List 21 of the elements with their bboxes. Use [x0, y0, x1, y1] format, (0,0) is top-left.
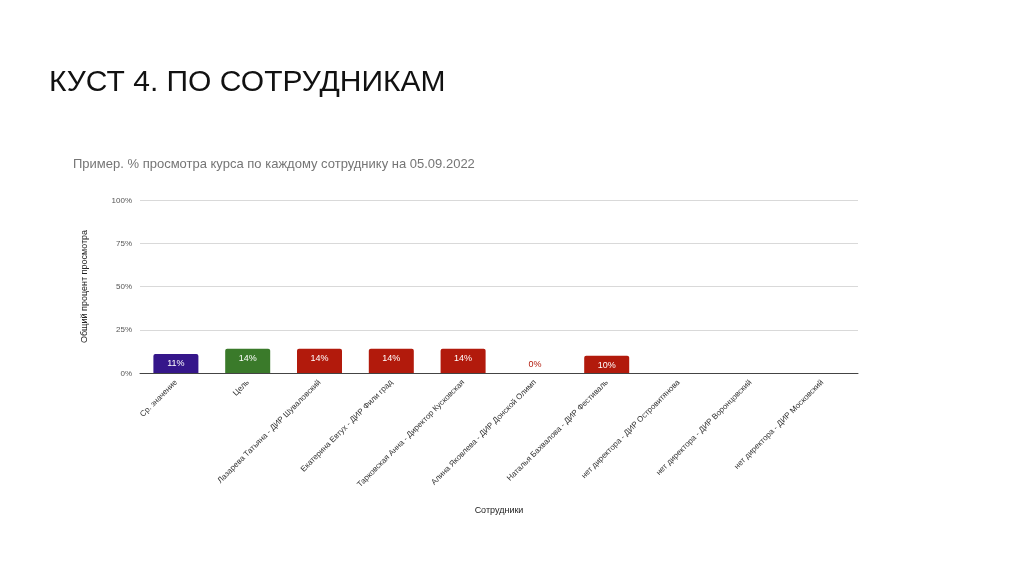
y-tick-label: 0% [120, 368, 132, 378]
y-axis-title: Общий процент просмотра [78, 229, 89, 344]
bar [225, 348, 271, 373]
data-label: 14% [310, 353, 329, 364]
chart-title: КУСТ 4. ПО СОТРУДНИКАМ [49, 63, 446, 97]
data-label: 14% [238, 353, 257, 364]
bar [297, 348, 342, 373]
bar [368, 348, 414, 373]
y-tick-label: 75% [115, 238, 132, 248]
data-label: 14% [454, 353, 473, 364]
bar [440, 348, 486, 373]
data-label: 0% [528, 358, 542, 369]
data-label: 14% [382, 353, 401, 364]
data-label: 10% [597, 360, 616, 371]
y-tick-label: 25% [115, 325, 132, 335]
y-tick-label: 50% [115, 282, 132, 291]
y-tick-label: 100% [111, 195, 132, 205]
x-axis-title: Сотрудники [474, 504, 524, 515]
bar [153, 353, 199, 373]
chart-subtitle: Пример. % просмотра курса по каждому сотруднику на 05.09.2022 [73, 156, 475, 171]
data-label: 11% [167, 358, 185, 369]
